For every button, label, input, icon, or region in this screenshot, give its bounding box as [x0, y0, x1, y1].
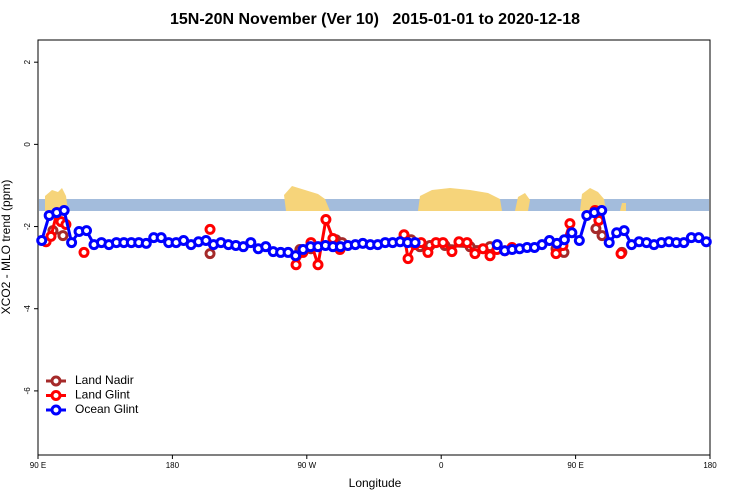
data-point — [290, 250, 302, 262]
data-point — [573, 235, 585, 247]
data-point — [566, 227, 578, 239]
data-point — [81, 225, 93, 237]
data-point — [245, 237, 257, 249]
y-axis-label: XCO2 - MLO trend (ppm) — [0, 180, 13, 315]
data-point — [78, 246, 90, 258]
land — [620, 203, 626, 211]
data-point — [469, 248, 481, 260]
x-tick-label: 180 — [166, 461, 180, 470]
data-point — [596, 205, 608, 217]
map-band — [39, 186, 709, 211]
land — [580, 188, 606, 211]
data-point — [618, 225, 630, 237]
legend-label: Ocean Glint — [75, 402, 139, 416]
data-point — [446, 246, 458, 258]
data-point — [491, 239, 503, 251]
data-point — [615, 248, 627, 260]
plot-frame — [37, 39, 711, 456]
data-point — [603, 237, 615, 249]
data-point — [678, 237, 690, 249]
land — [515, 193, 530, 211]
data-point — [204, 248, 216, 260]
x-tick-label: 0 — [439, 461, 444, 470]
land — [284, 186, 330, 211]
data-point — [484, 250, 496, 262]
data-point — [409, 237, 421, 249]
data-point — [57, 230, 69, 242]
series — [36, 205, 712, 262]
legend-marker — [50, 390, 62, 401]
y-tick-label: -2 — [23, 222, 32, 230]
data-point — [320, 214, 332, 226]
x-tick-label: 90 W — [297, 461, 316, 470]
data-point — [312, 259, 324, 271]
chart-title: 15N-20N November (Ver 10) 2015-01-01 to … — [170, 11, 580, 28]
data-point — [596, 230, 608, 242]
legend-marker — [50, 375, 62, 387]
land — [418, 188, 502, 211]
x-tick-label: 90 E — [30, 461, 46, 470]
data-point — [564, 218, 576, 230]
data-point — [260, 241, 272, 253]
data-point — [155, 232, 167, 244]
y-tick-label: 0 — [23, 142, 32, 147]
y-tick-label: -4 — [23, 305, 32, 313]
legend-marker — [50, 404, 62, 416]
legend-label: Land Nadir — [75, 373, 134, 387]
legend-label: Land Glint — [75, 388, 130, 402]
data-point — [66, 237, 78, 249]
land — [45, 188, 68, 211]
data-point — [550, 248, 562, 260]
data-point — [477, 243, 489, 255]
data-point — [461, 237, 473, 249]
data-point — [204, 223, 216, 235]
data-point — [290, 259, 302, 271]
data-point — [58, 205, 70, 217]
data-point — [422, 246, 434, 258]
data-point — [700, 236, 712, 248]
x-axis-label: Longitude — [349, 476, 402, 490]
y-tick-label: 2 — [23, 59, 32, 64]
data-point — [140, 237, 152, 249]
data-point — [36, 235, 48, 247]
data-point — [402, 253, 414, 265]
y-tick-label: -6 — [23, 387, 32, 395]
data-point — [45, 230, 57, 242]
data-point — [437, 237, 449, 249]
x-tick-label: 90 E — [567, 461, 583, 470]
data-point — [558, 234, 570, 246]
x-tick-label: 180 — [703, 461, 717, 470]
ocean-band — [39, 199, 709, 211]
